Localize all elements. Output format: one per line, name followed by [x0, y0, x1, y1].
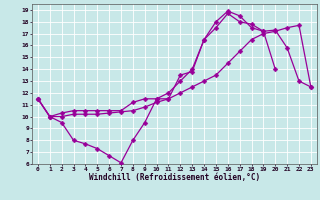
X-axis label: Windchill (Refroidissement éolien,°C): Windchill (Refroidissement éolien,°C) [89, 173, 260, 182]
